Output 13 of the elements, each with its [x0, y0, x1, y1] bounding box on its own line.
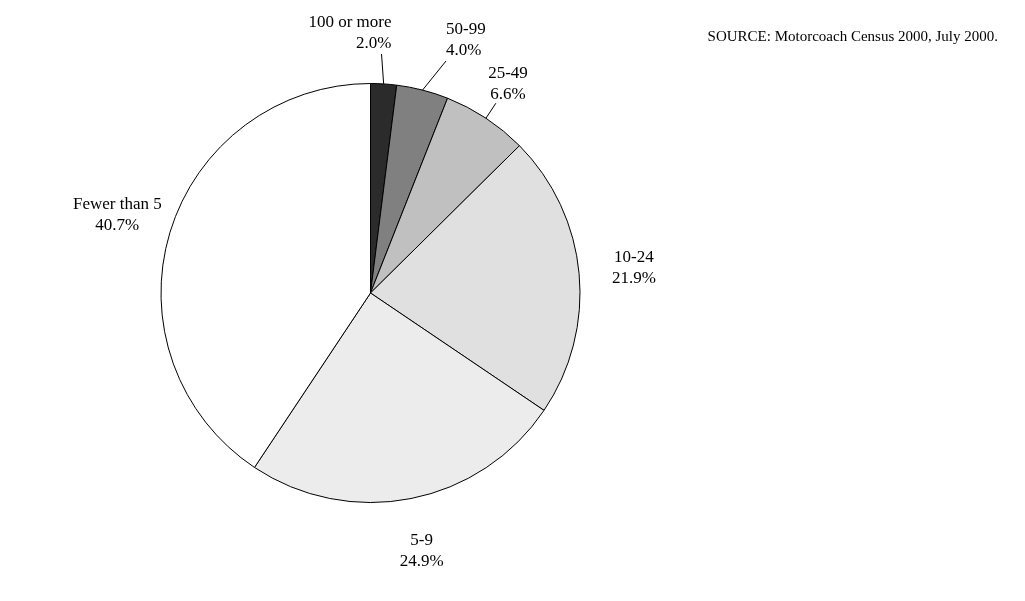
slice-label: Fewer than 5 [72, 194, 162, 214]
slice-label: 5-9 [410, 530, 433, 550]
data-label: 6.6% [490, 83, 526, 103]
slice-label: 10-24 [614, 246, 655, 266]
slice-label: 25-49 [488, 62, 528, 82]
data-label: 40.7% [95, 215, 140, 235]
data-label: 4.0% [446, 39, 482, 59]
data-label: 21.9% [611, 267, 656, 287]
source-note: SOURCE: Motorcoach Census 2000, July 2000. [707, 28, 998, 45]
slice-label: 50-99 [446, 18, 486, 38]
slice-label: 100 or more [308, 11, 392, 31]
data-label: 24.9% [399, 551, 444, 571]
data-label: 2.0% [356, 32, 392, 52]
